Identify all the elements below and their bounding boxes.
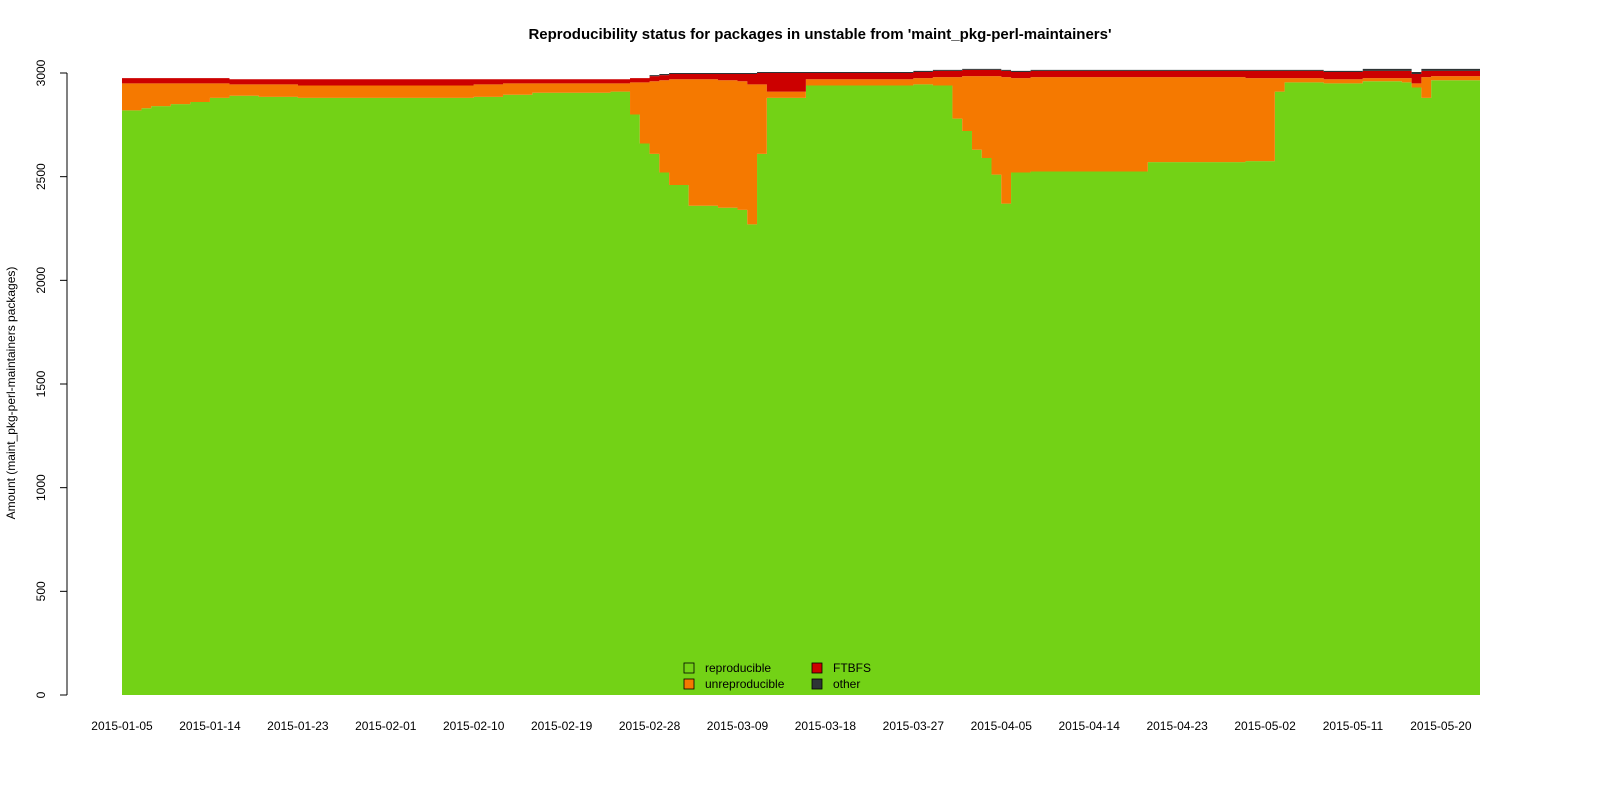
- stacked-areas: [122, 67, 1480, 696]
- y-tick-label: 3000: [34, 59, 48, 86]
- legend-label-unreproducible: unreproducible: [705, 677, 785, 691]
- legend-swatch-reproducible: [683, 662, 695, 674]
- area-unreproducible: [122, 75, 1480, 225]
- x-axis: 2015-01-05 2015-01-14 2015-01-23 2015-02-01…: [91, 719, 1472, 733]
- x-tick-label: 2015-05-20: [1410, 719, 1472, 733]
- y-tick-label: 500: [34, 581, 48, 601]
- x-tick-label: 2015-02-19: [531, 719, 593, 733]
- y-tick-label: 1000: [34, 474, 48, 501]
- x-tick-label: 2015-04-14: [1059, 719, 1121, 733]
- y-axis: 0 500 1000 1500 2000 2500 3000: [34, 59, 68, 698]
- x-tick-label: 2015-02-10: [443, 719, 505, 733]
- x-tick-label: 2015-03-18: [795, 719, 857, 733]
- x-tick-label: 2015-05-02: [1234, 719, 1296, 733]
- legend-label-other: other: [833, 677, 860, 691]
- legend-label-ftbfs: FTBFS: [833, 661, 871, 675]
- x-tick-label: 2015-02-28: [619, 719, 681, 733]
- y-tick-label: 1500: [34, 370, 48, 397]
- legend-swatch-unreproducible: [683, 678, 695, 690]
- x-tick-label: 2015-03-09: [707, 719, 769, 733]
- y-tick-label: 2500: [34, 163, 48, 190]
- legend-label-reproducible: reproducible: [705, 661, 771, 675]
- x-tick-label: 2015-01-14: [179, 719, 241, 733]
- x-tick-label: 2015-02-01: [355, 719, 417, 733]
- legend-swatch-ftbfs: [811, 662, 823, 674]
- legend-swatch-other: [811, 678, 823, 690]
- x-tick-label: 2015-01-23: [267, 719, 329, 733]
- x-tick-label: 2015-05-11: [1323, 719, 1384, 733]
- area-ftbfs: [122, 69, 1480, 92]
- y-tick-label: 2000: [34, 267, 48, 294]
- x-tick-label: 2015-03-27: [883, 719, 945, 733]
- y-tick-label: 0: [34, 691, 48, 698]
- legend: reproducible FTBFS unreproducible other: [683, 661, 871, 691]
- area-reproducible: [122, 79, 1480, 696]
- y-axis-label: Amount (maint_pkg-perl-maintainers packa…: [4, 267, 18, 520]
- x-tick-label: 2015-04-23: [1146, 719, 1208, 733]
- area-other: [122, 67, 1480, 80]
- x-tick-label: 2015-04-05: [971, 719, 1033, 733]
- chart-title: Reproducibility status for packages in u…: [528, 26, 1111, 43]
- x-tick-label: 2015-01-05: [91, 719, 153, 733]
